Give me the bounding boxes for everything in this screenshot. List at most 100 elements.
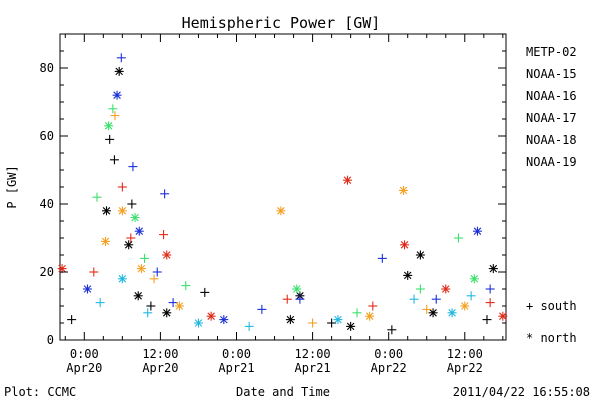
plot-area (57, 33, 508, 341)
data-point-north (285, 315, 295, 325)
data-point-south (152, 267, 162, 277)
marker-legend: + south * north (526, 299, 577, 345)
data-point-north (469, 274, 479, 284)
x-axis: 0:00Apr2012:00Apr200:00Apr2112:00Apr210:… (64, 34, 504, 375)
data-point-south (128, 162, 138, 172)
data-point-south (431, 294, 441, 304)
data-point-south (409, 294, 419, 304)
legend-entry-noaa-15: NOAA-15 (526, 67, 577, 81)
data-point-north (400, 240, 410, 250)
data-point-north (206, 311, 216, 321)
legend-entry-noaa-17: NOAA-17 (526, 111, 577, 125)
data-point-north (133, 291, 143, 301)
data-point-south (466, 291, 476, 301)
y-axis: 0 20 40 60 80 (40, 33, 506, 347)
data-point-south (352, 308, 362, 318)
data-point-south (108, 104, 118, 114)
y-axis-label: P [GW] (5, 165, 19, 208)
data-point-south (485, 284, 495, 294)
legend: METP-02 NOAA-15 NOAA-16 NOAA-17 NOAA-18 NOAA-… (526, 45, 577, 169)
data-point-north (276, 206, 286, 216)
data-point-north (124, 240, 134, 250)
data-point-south (295, 294, 305, 304)
data-point-north (57, 264, 67, 274)
y-tick-label: 60 (40, 129, 54, 143)
chart-title: Hemispheric Power [GW] (182, 14, 381, 32)
legend-entry-metp-02: METP-02 (526, 45, 577, 59)
data-point-north (498, 311, 508, 321)
data-point-north (398, 185, 408, 195)
x-tick-label-date: Apr21 (295, 361, 331, 375)
data-point-north (472, 226, 482, 236)
data-point-south (140, 253, 150, 263)
data-point-north (100, 236, 110, 246)
data-point-north (136, 264, 146, 274)
series-metp-02 (67, 66, 498, 335)
x-tick-label-time: 0:00 (222, 347, 251, 361)
data-point-north (174, 301, 184, 311)
data-point-north (102, 206, 112, 216)
data-point-north (365, 311, 375, 321)
data-point-north (488, 264, 498, 274)
x-tick-label-date: Apr22 (447, 361, 483, 375)
data-point-south (377, 253, 387, 263)
legend-entry-noaa-19: NOAA-19 (526, 155, 577, 169)
data-point-north (346, 321, 356, 331)
legend-entry-noaa-18: NOAA-18 (526, 133, 577, 147)
series-noaa-15 (82, 53, 495, 325)
data-point-north (112, 90, 122, 100)
data-point-south (482, 315, 492, 325)
data-point-south (200, 287, 210, 297)
data-point-north (162, 250, 172, 260)
data-point-north (342, 175, 352, 185)
data-point-north (134, 226, 144, 236)
data-point-south (485, 298, 495, 308)
data-point-south (127, 199, 137, 209)
x-tick-label-date: Apr20 (66, 361, 102, 375)
y-tick-label: 40 (40, 197, 54, 211)
data-point-north (403, 270, 413, 280)
data-point-south (282, 294, 292, 304)
x-tick-label-date: Apr22 (371, 361, 407, 375)
data-point-north (114, 66, 124, 76)
data-point-north (292, 284, 302, 294)
data-point-north (130, 213, 140, 223)
series-noaa-17 (92, 104, 479, 318)
data-point-south (67, 315, 77, 325)
x-tick-label-time: 12:00 (142, 347, 178, 361)
data-point-south (95, 298, 105, 308)
x-tick-label-date: Apr20 (142, 361, 178, 375)
data-point-south (149, 274, 159, 284)
data-point-south (116, 53, 126, 63)
data-point-south (244, 321, 254, 331)
marker-legend-north: * north (526, 331, 577, 345)
plot-frame (59, 33, 507, 341)
series-noaa-16 (95, 274, 476, 331)
series-noaa-18 (100, 111, 470, 328)
data-point-north (219, 315, 229, 325)
x-tick-label-date: Apr21 (218, 361, 254, 375)
data-point-south (422, 304, 432, 314)
y-tick-label: 0 (47, 333, 54, 347)
data-point-south (89, 267, 99, 277)
data-point-south (415, 284, 425, 294)
y-tick-label: 20 (40, 265, 54, 279)
data-point-north (193, 318, 203, 328)
legend-entry-noaa-16: NOAA-16 (526, 89, 577, 103)
data-point-south (109, 155, 119, 165)
data-point-north (460, 301, 470, 311)
data-point-south (143, 308, 153, 318)
data-point-north (415, 250, 425, 260)
data-point-north (441, 284, 451, 294)
data-point-north (162, 308, 172, 318)
data-point-north (333, 315, 343, 325)
data-point-south (308, 318, 318, 328)
data-point-south (387, 325, 397, 335)
data-marks (57, 53, 508, 335)
series-noaa-19 (57, 175, 508, 321)
footer-plot-credit: Plot: CCMC (4, 385, 76, 399)
marker-legend-south: + south (526, 299, 577, 313)
x-axis-label: Date and Time (236, 385, 330, 399)
data-point-south (160, 189, 170, 199)
data-point-south (146, 301, 156, 311)
